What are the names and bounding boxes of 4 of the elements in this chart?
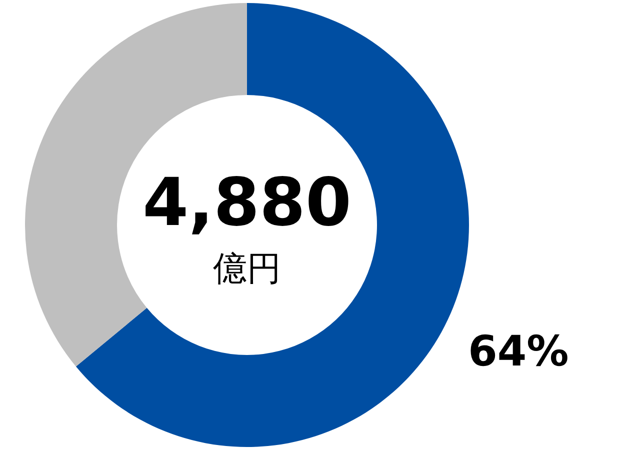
donut-slice [76,3,469,447]
data-label: 64% [468,326,569,376]
text: 億円 [213,249,281,289]
text: 4,880 [142,164,352,241]
